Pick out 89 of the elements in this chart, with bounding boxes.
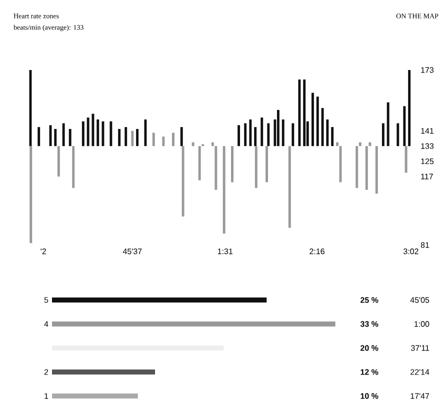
bar [152, 132, 155, 146]
bar [408, 70, 411, 146]
bar [276, 110, 280, 146]
bar [254, 146, 258, 188]
bar [52, 322, 336, 327]
bar [192, 142, 194, 146]
bar [222, 146, 226, 234]
text: 1:00 [414, 321, 430, 327]
bar [52, 394, 138, 398]
y-tick-label: 117 [421, 174, 433, 180]
text: 37'11 [411, 345, 430, 351]
y-tick-label: 173 [421, 67, 434, 73]
bar [86, 118, 90, 146]
bar [92, 114, 94, 146]
bar [62, 123, 65, 146]
bar [211, 142, 214, 146]
text: 45'05 [410, 297, 430, 303]
y-tick-label: 5 [44, 297, 48, 303]
x-tick-label: 45'37 [122, 248, 142, 254]
bar [72, 146, 75, 188]
y-tick-label: 125 [421, 158, 434, 164]
bar [326, 119, 329, 146]
bar [82, 121, 84, 146]
bar [238, 125, 240, 146]
x-tick-label: 2:16 [310, 248, 324, 254]
bar [260, 118, 264, 146]
bar [331, 127, 334, 146]
bar [136, 128, 139, 146]
data-label: 12 % [360, 369, 378, 375]
bar [386, 102, 390, 146]
bar [396, 123, 400, 146]
bar [180, 127, 183, 146]
bar [298, 80, 301, 146]
y-tick-label: 1 [44, 393, 48, 399]
bar [54, 128, 57, 146]
bar [266, 146, 268, 182]
bar [182, 146, 184, 216]
bar [131, 130, 134, 146]
bar [375, 146, 378, 194]
bar [29, 70, 32, 146]
data-label: 10 % [360, 393, 378, 399]
bar [312, 92, 314, 146]
bar [118, 128, 121, 146]
y-tick-label: 4 [44, 321, 48, 327]
bar [144, 119, 147, 146]
bar [96, 119, 100, 146]
bar [358, 142, 362, 146]
bar [30, 146, 32, 244]
bar [214, 146, 218, 190]
bar [282, 119, 284, 146]
bar [303, 80, 306, 146]
bar [404, 146, 408, 173]
bar [368, 142, 372, 146]
bar [110, 121, 112, 146]
x-tick-label: 3:02 [403, 248, 418, 254]
bar [57, 146, 60, 177]
bar [52, 298, 267, 303]
bar [68, 128, 72, 146]
bar [38, 127, 40, 146]
x-tick-label: 1:31 [218, 248, 233, 254]
bar [249, 119, 252, 146]
bar [52, 370, 156, 375]
data-label: 33 % [360, 321, 378, 327]
data-label: 25 % [360, 297, 378, 303]
text: 22'14 [410, 369, 430, 375]
y-tick-label: 81 [420, 242, 430, 248]
bar [292, 123, 294, 146]
bar [267, 123, 270, 146]
bar [336, 142, 338, 146]
bar [382, 123, 384, 146]
data-label: 20 % [360, 345, 378, 351]
bar [321, 108, 324, 146]
bar [316, 96, 319, 146]
bar [198, 146, 201, 180]
y-tick-label: 133 [421, 143, 434, 149]
y-tick-label: 2 [44, 369, 48, 375]
bar [124, 127, 128, 146]
bar [231, 146, 234, 182]
bar [288, 146, 291, 228]
bar [254, 127, 257, 146]
bar [244, 123, 247, 146]
y-tick-label: 141 [421, 128, 434, 134]
text: 17'47 [410, 393, 430, 399]
bar [172, 132, 174, 146]
bar [403, 106, 406, 146]
bar [356, 146, 358, 188]
x-tick-label: '2 [40, 248, 46, 254]
bar [162, 136, 165, 146]
bar [365, 146, 368, 190]
